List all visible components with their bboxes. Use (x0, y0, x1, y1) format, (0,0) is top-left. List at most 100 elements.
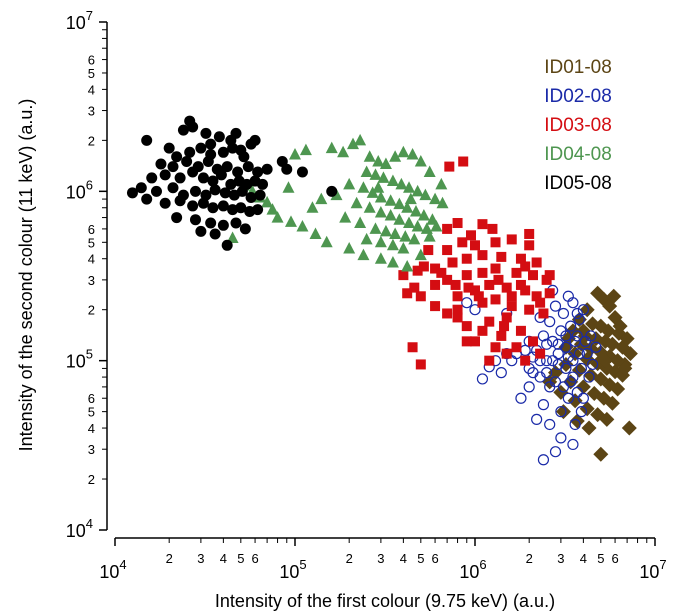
data-point (415, 291, 426, 302)
data-point (284, 215, 297, 227)
data-point (496, 330, 507, 341)
data-point (600, 323, 616, 339)
data-point (511, 342, 522, 353)
x-minor-tick-label: 3 (557, 551, 564, 566)
data-point (409, 282, 420, 293)
series-ID04-08 (226, 133, 449, 272)
data-point (395, 177, 408, 190)
x-minor-tick-label: 2 (526, 551, 533, 566)
data-point (377, 171, 390, 183)
legend: ID01-08 ID02-08 ID03-08 ID04-08 ID05-08 (544, 57, 612, 194)
data-point (325, 141, 338, 154)
data-point (541, 355, 553, 367)
data-point (465, 230, 476, 241)
data-point (219, 187, 231, 199)
data-point (515, 253, 526, 264)
data-point (544, 316, 556, 328)
data-point (436, 196, 449, 209)
data-point (477, 267, 488, 278)
data-point (207, 202, 219, 214)
data-point (363, 201, 376, 213)
data-point (384, 194, 397, 206)
x-minor-tick-label: 3 (197, 551, 204, 566)
data-point (484, 355, 495, 366)
data-point (575, 406, 587, 418)
data-point (541, 338, 553, 350)
data-point (195, 142, 207, 154)
data-point (569, 413, 585, 429)
data-point (575, 379, 591, 395)
data-point (299, 143, 312, 156)
data-point (399, 230, 412, 242)
data-point (401, 259, 414, 272)
data-point (187, 200, 199, 212)
data-point (495, 367, 507, 379)
data-point (524, 240, 535, 251)
y-tick-label: 104 (66, 516, 93, 541)
data-points (126, 115, 638, 466)
data-point (573, 313, 585, 326)
data-point (423, 230, 436, 242)
data-point (470, 336, 480, 347)
data-point (430, 301, 441, 312)
data-point (501, 312, 512, 323)
legend-entry: ID03-08 (544, 115, 612, 136)
series-ID02-08 (461, 284, 602, 466)
series-ID01-08 (542, 285, 638, 462)
data-point (579, 302, 595, 318)
data-point (398, 270, 409, 281)
data-point (470, 285, 480, 296)
y-minor-tick-label: 6 (88, 53, 95, 68)
data-point (544, 270, 555, 281)
data-point (374, 235, 387, 248)
data-point (535, 297, 546, 308)
data-point (557, 307, 570, 320)
data-point (457, 237, 468, 248)
data-point (477, 325, 488, 336)
data-point (515, 279, 526, 290)
data-point (232, 166, 244, 178)
data-point (549, 300, 562, 312)
data-point (599, 411, 615, 427)
data-point (171, 212, 183, 224)
data-point (450, 279, 461, 290)
data-point (419, 188, 432, 201)
data-point (354, 133, 367, 146)
data-point (477, 250, 488, 261)
data-point (159, 169, 171, 181)
data-point (442, 308, 453, 319)
data-point (401, 201, 414, 213)
data-point (555, 432, 567, 444)
data-point (252, 166, 264, 178)
data-point (571, 307, 583, 320)
data-point (577, 392, 589, 404)
x-tick-label: 104 (99, 557, 126, 582)
data-point (167, 182, 179, 194)
data-point (520, 285, 531, 296)
x-minor-tick-label: 5 (417, 551, 424, 566)
data-point (490, 237, 501, 248)
data-point (189, 185, 201, 197)
data-point (555, 406, 567, 418)
data-point (360, 165, 373, 178)
data-point (487, 223, 498, 234)
legend-entry: ID04-08 (544, 144, 612, 165)
data-point (221, 161, 233, 173)
data-point (461, 297, 473, 309)
data-point (296, 219, 309, 232)
data-point (622, 346, 638, 362)
data-point (430, 263, 441, 274)
data-point (606, 288, 622, 304)
data-point (363, 150, 376, 162)
data-point (423, 165, 436, 178)
data-point (506, 291, 517, 302)
y-minor-tick-label: 2 (88, 133, 95, 148)
data-point (417, 208, 430, 221)
data-point (281, 163, 293, 175)
data-point (389, 150, 402, 162)
data-point (330, 188, 343, 201)
data-point (527, 270, 538, 281)
data-point (393, 213, 406, 225)
x-minor-tick-label: 5 (237, 551, 244, 566)
y-minor-tick-label: 2 (88, 472, 95, 487)
